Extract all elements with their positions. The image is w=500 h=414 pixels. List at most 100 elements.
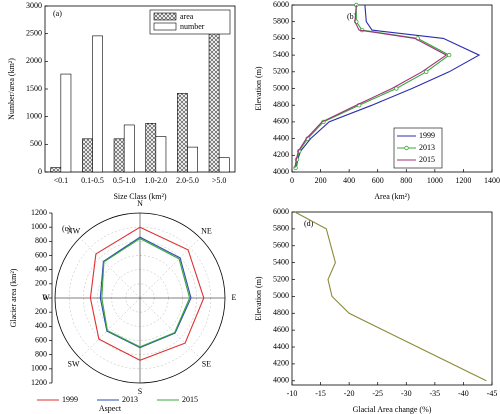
r-axis-label: Glacier area (km²) (9, 268, 18, 327)
legend-label: area (180, 12, 194, 21)
legend-label: number (180, 22, 205, 31)
panel-label: (b) (347, 12, 357, 21)
x-tick-label: 600 (372, 176, 384, 185)
bar (218, 157, 230, 173)
category-label: W (42, 293, 50, 302)
plot-frame (291, 211, 493, 386)
y-tick-label: 1500 (26, 84, 42, 93)
x-tick-label: 1400 (484, 176, 500, 185)
bar (145, 123, 157, 173)
x-tick-label: -10 (287, 389, 298, 398)
category-label: SW (68, 359, 80, 368)
bar (208, 12, 220, 173)
y-tick-label: 5000 (273, 83, 289, 92)
y-tick-label: 4600 (273, 325, 289, 334)
x-tick-label: -35 (430, 389, 441, 398)
r-tick-label: 1200 (31, 378, 47, 387)
bar (82, 138, 93, 173)
legend-swatch (153, 12, 177, 21)
r-tick-label: 1200 (31, 208, 47, 217)
category-label: SE (202, 359, 211, 368)
x-tick-label: 1000 (427, 176, 443, 185)
r-tick-label: 200 (35, 279, 47, 288)
y-tick-label: 4000 (273, 167, 289, 176)
x-tick-label: 0 (290, 176, 294, 185)
x-tick-label: 1200 (455, 176, 471, 185)
bar (60, 73, 72, 173)
y-tick-label: 1000 (26, 111, 42, 120)
series-line (294, 211, 487, 382)
bar (113, 138, 125, 173)
x-tick-label: 1.0-2.0 (144, 176, 167, 185)
r-tick-label: 1000 (31, 222, 47, 231)
y-tick-label: 4800 (273, 308, 289, 317)
r-tick-label: 400 (35, 321, 47, 330)
x-tick-label: 400 (343, 176, 355, 185)
y-tick-label: 5800 (273, 224, 289, 233)
r-tick-label: 600 (35, 335, 47, 344)
panel-label: (d) (304, 219, 314, 228)
r-tick-label: 0 (43, 293, 47, 302)
series-polygon (89, 226, 205, 361)
x-tick-label: -20 (344, 389, 355, 398)
bar (50, 167, 62, 173)
legend-label: 1999 (62, 395, 78, 404)
legend-marker (404, 145, 409, 151)
y-tick-label: 4000 (273, 376, 289, 385)
r-tick-label: 800 (35, 349, 47, 358)
r-tick-label: 400 (35, 264, 47, 273)
y-tick-label: 5400 (273, 257, 289, 266)
bar (155, 136, 167, 173)
x-tick-label: -15 (315, 389, 326, 398)
y-tick-label: 3000 (26, 1, 42, 10)
series-polygon (99, 236, 192, 349)
bar (187, 146, 198, 173)
y-tick-label: 5800 (273, 17, 289, 26)
y-tick-label: 4800 (273, 100, 289, 109)
y-tick-label: 500 (30, 139, 42, 148)
category-label: E (232, 293, 237, 302)
legend-label: 2013 (419, 143, 435, 152)
y-tick-label: 2000 (26, 56, 42, 65)
point-marker (424, 69, 429, 74)
category-label: NE (201, 226, 212, 235)
x-tick-label: <0.1 (54, 176, 69, 185)
y-tick-label: 4400 (273, 342, 289, 351)
y-tick-label: 5000 (273, 291, 289, 300)
series-polygon (101, 237, 191, 348)
y-tick-label: 6000 (273, 0, 289, 9)
series-line (294, 4, 448, 168)
y-tick-label: 4600 (273, 117, 289, 126)
legend-label: 1999 (419, 131, 435, 140)
y-tick-label: 2500 (26, 28, 42, 37)
y-axis-label: Elevation (m) (254, 276, 263, 321)
x-tick-label: -25 (372, 389, 383, 398)
r-tick-label: 1000 (31, 364, 47, 373)
y-tick-label: 4200 (273, 150, 289, 159)
y-tick-label: 5200 (273, 274, 289, 283)
bar (92, 35, 103, 173)
x-tick-label: 200 (315, 176, 327, 185)
r-tick-label: 200 (35, 307, 47, 316)
x-tick-label: >5.0 (212, 176, 227, 185)
y-tick-label: 5200 (273, 67, 289, 76)
legend-label: 2015 (419, 155, 435, 164)
category-label: NW (67, 226, 81, 235)
y-tick-label: 6000 (273, 207, 289, 216)
y-tick-label: 4200 (273, 359, 289, 368)
x-tick-label: -45 (487, 389, 498, 398)
panel-label: (c) (62, 224, 71, 233)
x-axis-label: Glacial Area change (%) (353, 405, 432, 414)
x-tick-label: 800 (400, 176, 412, 185)
y-axis-label: Number/area (km²) (7, 58, 16, 120)
r-tick-label: 800 (35, 236, 47, 245)
category-label: S (138, 387, 142, 396)
point-marker (446, 52, 452, 58)
y-tick-label: 5600 (273, 33, 289, 42)
x-axis-label: Area (km²) (374, 192, 410, 201)
x-tick-label: -40 (458, 389, 469, 398)
legend-swatch (153, 22, 177, 31)
spoke (79, 297, 141, 359)
